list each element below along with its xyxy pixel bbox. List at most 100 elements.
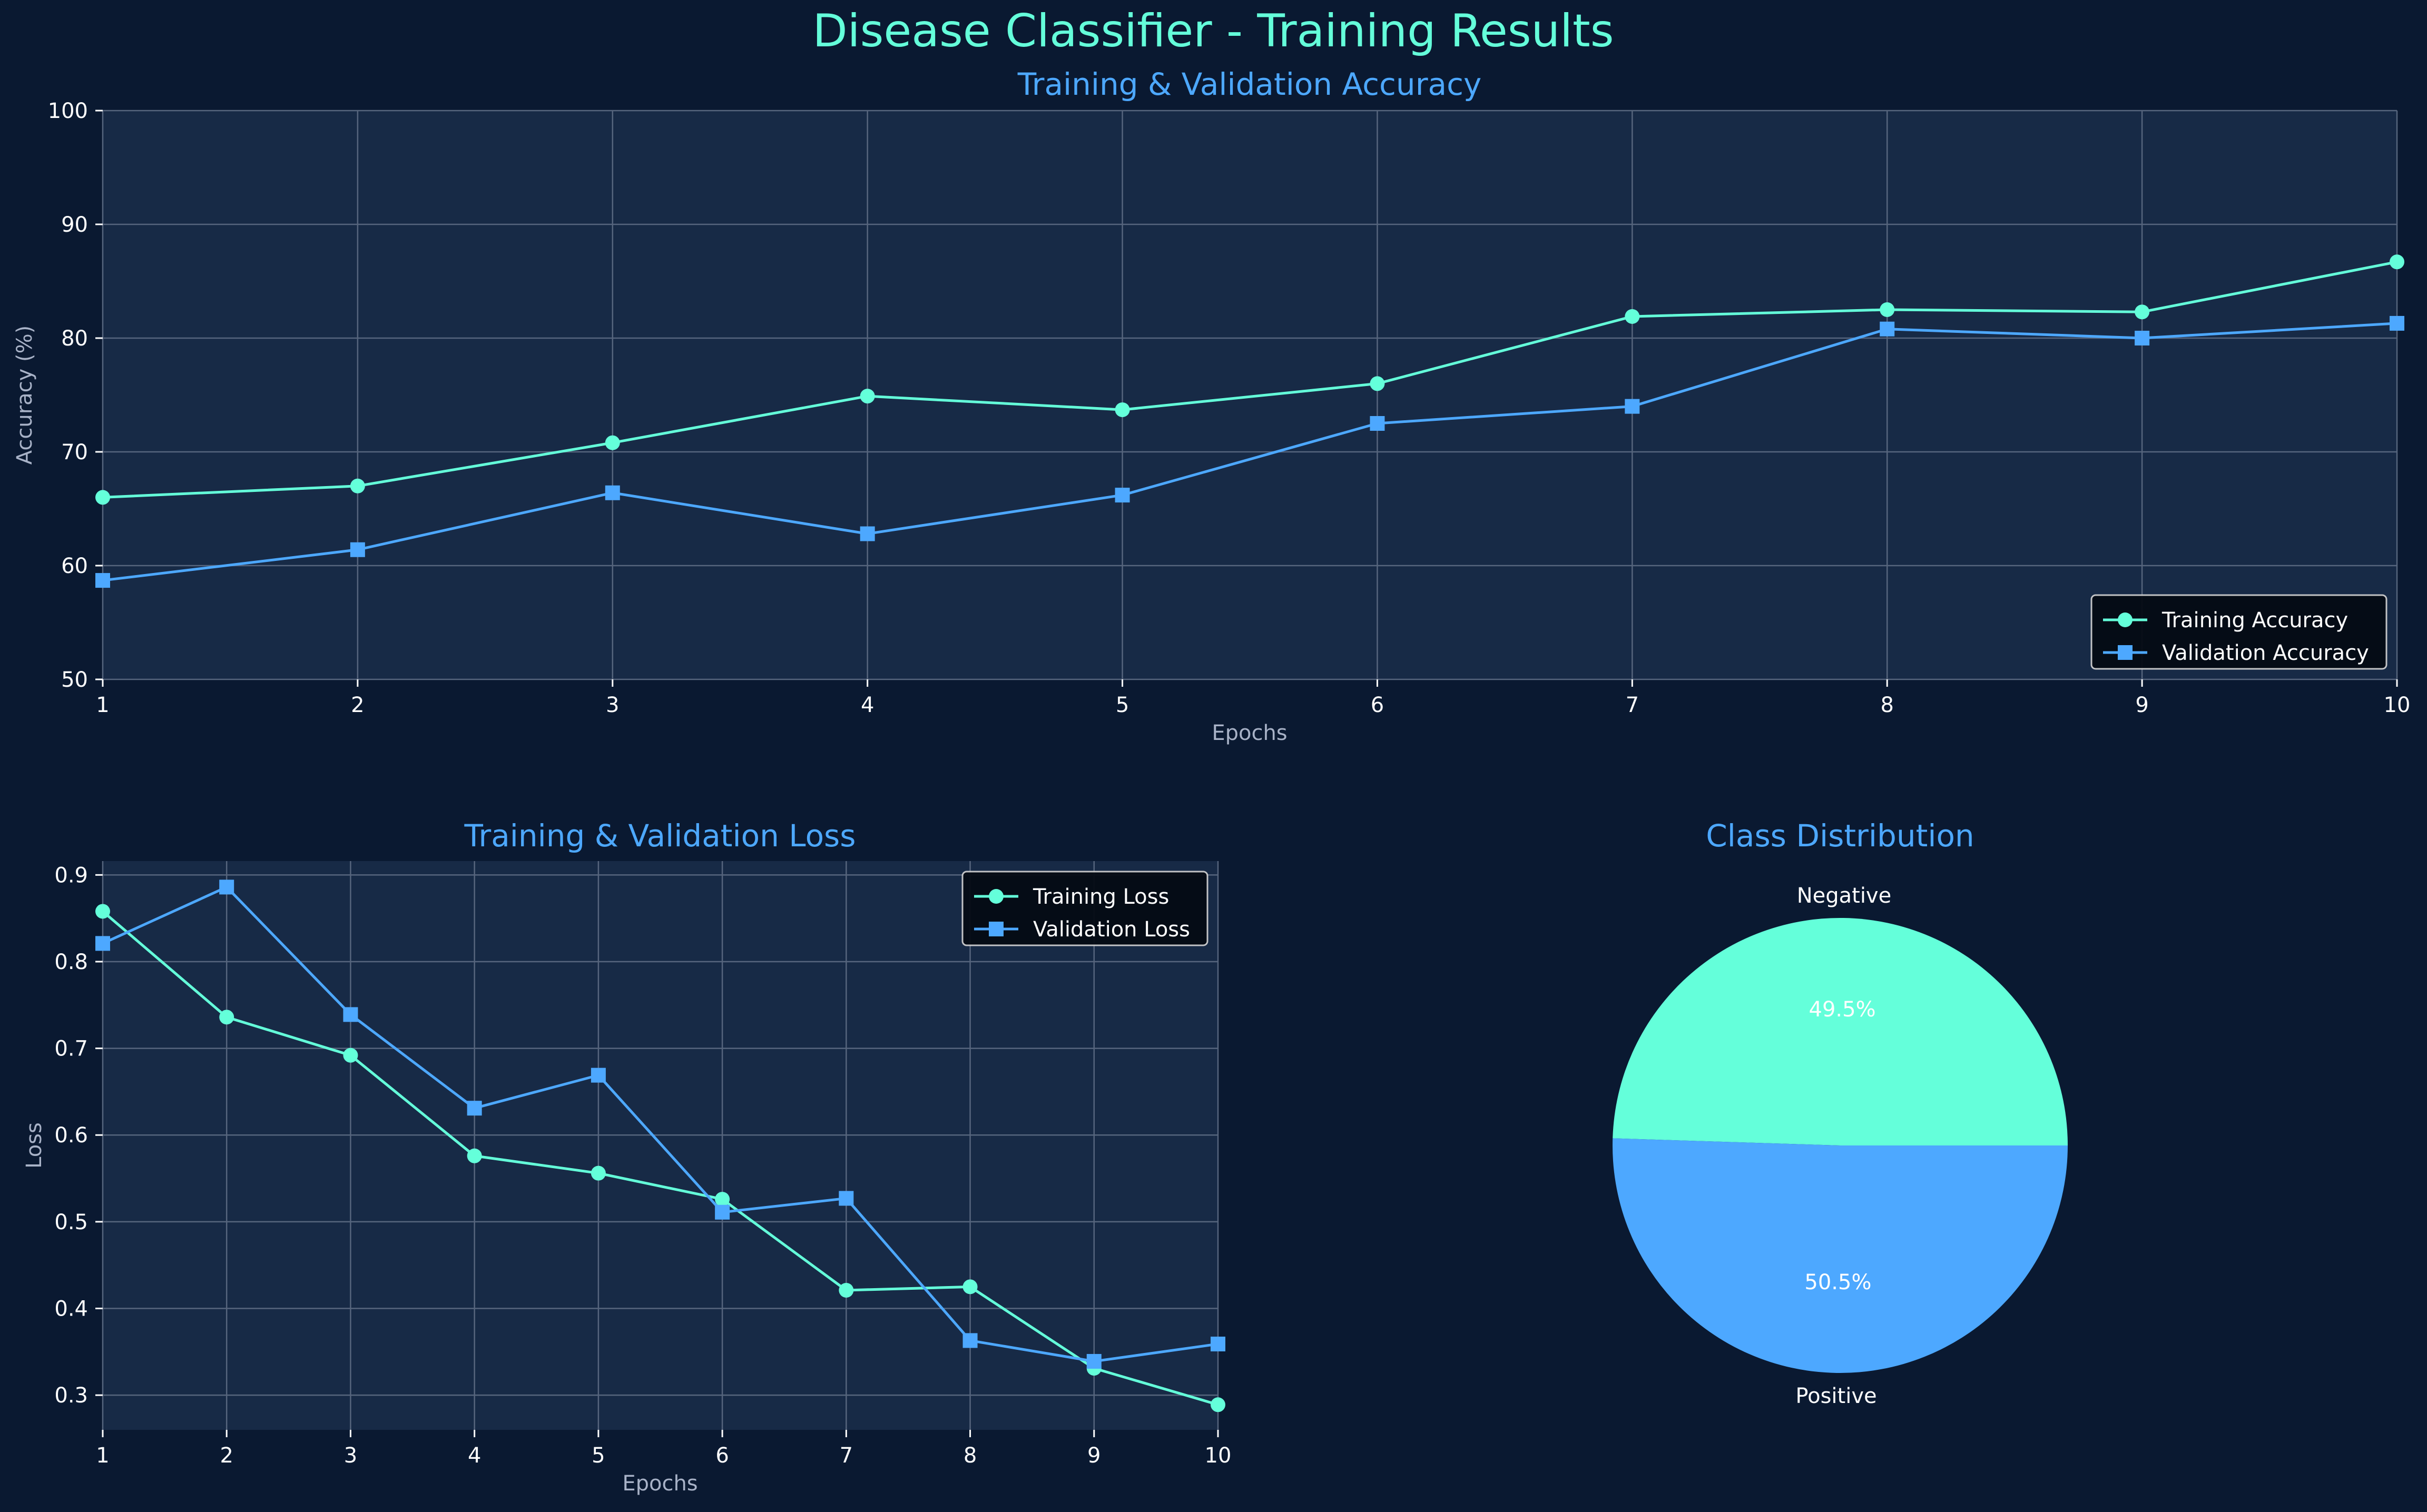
data-point <box>350 478 365 493</box>
y-tick-label: 60 <box>61 554 88 578</box>
data-point <box>95 490 110 505</box>
data-point <box>350 542 365 557</box>
loss-grid <box>102 861 1219 1430</box>
data-point <box>962 1333 978 1348</box>
y-tick-label: 0.4 <box>54 1297 88 1321</box>
data-point <box>2135 331 2150 345</box>
pie-slice-label: Negative <box>1797 884 1892 908</box>
data-point <box>2390 254 2404 270</box>
loss-ticks: 1 2 3 4 5 6 7 8 9 10 0.3 0.4 0.5 0.6 0.7 0.8 0.9 <box>54 863 1231 1468</box>
pie-pct-label: 49.5% <box>1809 997 1876 1022</box>
x-tick-label: 4 <box>468 1444 481 1468</box>
data-point <box>1115 402 1130 418</box>
loss-chart: 1 2 3 4 5 6 7 8 9 10 0.3 0.4 0.5 0.6 0.7 0.8 0.9 Trainin… <box>22 818 1231 1496</box>
data-point <box>605 435 620 450</box>
x-tick-label: 1 <box>96 693 109 717</box>
data-point <box>860 526 875 541</box>
y-tick-label: 80 <box>61 327 88 351</box>
data-point <box>1370 376 1385 391</box>
x-tick-label: 8 <box>964 1444 977 1468</box>
y-tick-label: 0.8 <box>54 950 88 974</box>
data-point <box>1880 302 1895 317</box>
accuracy-grid <box>102 110 2398 680</box>
loss-y-label: Loss <box>22 1122 46 1169</box>
accuracy-legend: Training Accuracy Validation Accuracy <box>2090 594 2387 670</box>
figure-title: Disease Classifier - Training Results <box>812 5 1614 57</box>
legend-swatch-marker <box>2118 612 2133 627</box>
accuracy-plot-area <box>103 111 2397 679</box>
data-point <box>1625 309 1640 324</box>
accuracy-title: Training & Validation Accuracy <box>1017 66 1482 102</box>
data-point <box>1211 1397 1225 1412</box>
distribution-chart: Class Distribution Negative 49.5% Positive… <box>1613 818 2068 1408</box>
data-point <box>1880 321 1895 337</box>
loss-legend: Training Loss Validation Loss <box>961 871 1208 946</box>
loss-x-label: Epochs <box>622 1471 697 1496</box>
y-tick-label: 0.5 <box>54 1210 88 1234</box>
data-point <box>839 1282 854 1298</box>
data-point <box>591 1068 606 1083</box>
legend-label: Validation Loss <box>1033 917 1190 942</box>
series-line <box>102 885 1219 1363</box>
data-point <box>219 1010 234 1025</box>
data-point <box>95 936 110 951</box>
data-point <box>1625 399 1640 414</box>
data-point <box>1086 1353 1102 1369</box>
x-tick-label: 3 <box>344 1444 357 1468</box>
accuracy-x-label: Epochs <box>1212 721 1287 745</box>
x-tick-label: 10 <box>2384 693 2411 717</box>
data-point <box>1370 416 1385 431</box>
legend-box <box>961 871 1208 946</box>
data-point <box>95 573 110 588</box>
legend-label: Training Accuracy <box>2161 608 2348 633</box>
y-tick-label: 100 <box>48 99 88 123</box>
pie-slice <box>1613 917 2068 1145</box>
y-tick-label: 50 <box>61 668 88 692</box>
data-point <box>591 1165 606 1181</box>
distribution-title: Class Distribution <box>1706 818 1974 854</box>
legend-swatch-marker <box>989 922 1004 936</box>
legend-swatch-marker <box>989 889 1004 904</box>
x-tick-label: 6 <box>715 1444 729 1468</box>
pie-pct-label: 50.5% <box>1804 1270 1871 1294</box>
loss-title: Training & Validation Loss <box>464 818 856 854</box>
accuracy-chart: 1 2 3 4 5 6 7 8 9 10 50 60 70 80 90 100 Training & Vali… <box>13 66 2410 745</box>
series-line <box>102 322 2397 582</box>
y-tick-label: 0.3 <box>54 1383 88 1408</box>
legend-label: Validation Accuracy <box>2162 641 2369 665</box>
x-tick-label: 3 <box>606 693 619 717</box>
data-point <box>467 1101 482 1116</box>
data-point <box>962 1279 978 1294</box>
x-tick-label: 9 <box>1087 1444 1100 1468</box>
legend-label: Training Loss <box>1033 885 1169 909</box>
x-tick-label: 6 <box>1371 693 1384 717</box>
x-tick-label: 8 <box>1880 693 1893 717</box>
data-point <box>715 1204 730 1220</box>
data-point <box>467 1148 482 1163</box>
legend-swatch-marker <box>2118 645 2133 660</box>
y-tick-label: 0.9 <box>54 863 88 887</box>
data-point <box>219 879 234 895</box>
data-point <box>839 1191 854 1206</box>
series-line <box>102 910 1219 1406</box>
x-tick-label: 9 <box>2135 693 2148 717</box>
data-point <box>1115 488 1130 503</box>
pie-slice <box>1613 1138 2068 1373</box>
legend-box <box>2090 594 2387 670</box>
accuracy-series <box>95 254 2404 588</box>
x-tick-label: 10 <box>1205 1444 1232 1468</box>
y-tick-label: 90 <box>61 213 88 237</box>
loss-series <box>95 879 1225 1412</box>
x-tick-label: 4 <box>861 693 874 717</box>
data-point <box>1211 1337 1225 1352</box>
x-tick-label: 7 <box>1626 693 1639 717</box>
y-tick-label: 70 <box>61 440 88 465</box>
data-point <box>605 485 620 500</box>
data-point <box>860 389 875 404</box>
accuracy-y-label: Accuracy (%) <box>13 325 37 465</box>
series-line <box>102 260 2397 499</box>
y-tick-label: 0.6 <box>54 1123 88 1148</box>
data-point <box>2390 315 2404 331</box>
data-point <box>343 1047 358 1063</box>
